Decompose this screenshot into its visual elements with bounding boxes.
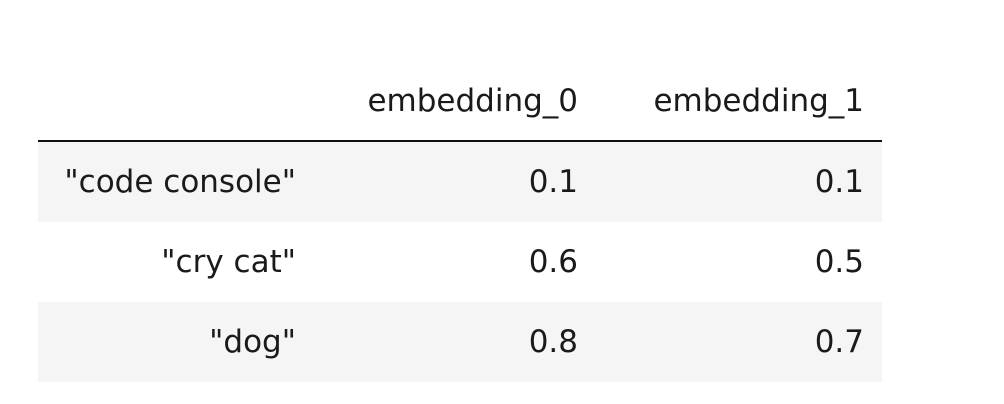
row-index-cell: "cry cat" <box>161 244 296 280</box>
embedding-0-cell: 0.6 <box>528 244 578 280</box>
column-header-embedding-1: embedding_1 <box>596 62 882 142</box>
embedding-1-cell: 0.1 <box>596 141 882 222</box>
embedding-0-cell: 0.1 <box>316 141 596 222</box>
index-column-header <box>38 62 316 142</box>
row-index-cell: "dog" <box>38 302 316 382</box>
table-row: "cry cat" 0.6 0.5 <box>38 222 882 302</box>
table-row: "dog" 0.8 0.7 <box>38 302 882 382</box>
row-index-cell: "code console" <box>38 141 316 222</box>
table-header-row: embedding_0 embedding_1 <box>38 62 882 142</box>
embedding-1-cell: 0.5 <box>814 244 864 280</box>
embedding-0-cell: 0.8 <box>316 302 596 382</box>
column-header-embedding-0: embedding_0 <box>316 62 596 142</box>
table-row: "code console" 0.1 0.1 <box>38 141 882 222</box>
dataframe-table: embedding_0 embedding_1 "code console" 0… <box>38 62 882 382</box>
dataframe-table-container: embedding_0 embedding_1 "code console" 0… <box>38 62 882 382</box>
embedding-1-cell: 0.7 <box>596 302 882 382</box>
